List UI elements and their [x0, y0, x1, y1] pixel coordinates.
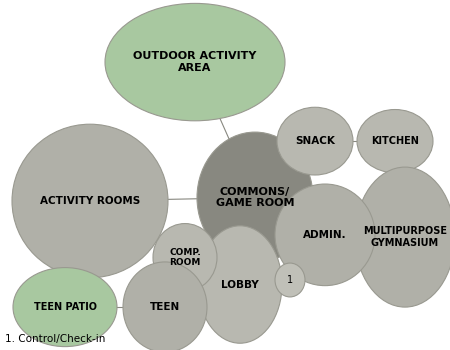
Text: ACTIVITY ROOMS: ACTIVITY ROOMS [40, 196, 140, 206]
Ellipse shape [12, 124, 168, 278]
Text: TEEN PATIO: TEEN PATIO [33, 302, 96, 312]
Ellipse shape [275, 263, 305, 297]
Ellipse shape [153, 224, 217, 291]
Text: COMMONS/
GAME ROOM: COMMONS/ GAME ROOM [216, 187, 294, 208]
Ellipse shape [197, 132, 313, 263]
Ellipse shape [355, 167, 450, 307]
Ellipse shape [277, 107, 353, 175]
Ellipse shape [275, 184, 375, 286]
Ellipse shape [105, 4, 285, 121]
Text: 1. Control/Check-in: 1. Control/Check-in [5, 334, 105, 344]
Ellipse shape [123, 262, 207, 350]
Text: TEEN: TEEN [150, 302, 180, 312]
Text: COMP.
ROOM: COMP. ROOM [169, 248, 201, 267]
Ellipse shape [198, 226, 282, 343]
Text: ADMIN.: ADMIN. [303, 230, 347, 240]
Ellipse shape [357, 110, 433, 173]
Ellipse shape [13, 268, 117, 346]
Text: LOBBY: LOBBY [221, 280, 259, 289]
Text: SNACK: SNACK [295, 136, 335, 146]
Text: 1: 1 [287, 275, 293, 285]
Text: OUTDOOR ACTIVITY
AREA: OUTDOOR ACTIVITY AREA [133, 51, 256, 73]
Text: MULTIPURPOSE
GYMNASIUM: MULTIPURPOSE GYMNASIUM [363, 226, 447, 248]
Text: KITCHEN: KITCHEN [371, 136, 419, 146]
